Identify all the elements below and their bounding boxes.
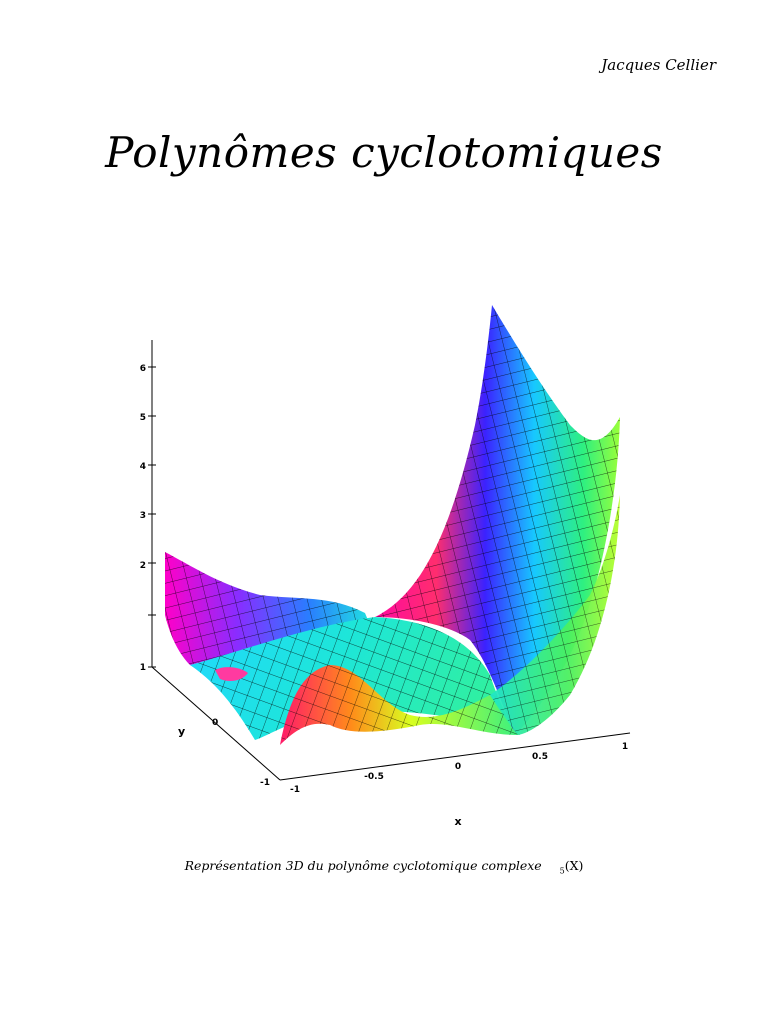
caption-index: 5	[559, 866, 565, 876]
x-tick-label: 0.5	[532, 752, 548, 762]
author-name: Jacques Cellier	[601, 56, 716, 74]
y-tick-label: -1	[260, 778, 270, 788]
z-tick-label: 2	[140, 561, 146, 571]
surface-plot-figure: 1 2 3 4 5 6 0 -1 y -1 -0.5 0 0.5 1 x	[130, 295, 650, 840]
z-axis-ticks	[148, 366, 156, 668]
document-title: Polynômes cyclotomiques	[105, 128, 663, 177]
surface-plot: 1 2 3 4 5 6 0 -1 y -1 -0.5 0 0.5 1 x	[140, 305, 631, 828]
x-tick-label: -1	[290, 785, 300, 795]
caption-text: Représentation 3D du polynôme cyclotomiq…	[184, 858, 542, 873]
x-tick-label: 1	[622, 742, 628, 752]
z-tick-label: 1	[140, 663, 146, 673]
z-tick-label: 6	[140, 364, 146, 374]
z-tick-label: 5	[140, 413, 146, 423]
caption-formula: 5(X)	[559, 858, 584, 876]
cyclotomic-surface	[165, 305, 620, 745]
plot-axes	[151, 340, 631, 781]
z-tick-label: 4	[140, 462, 146, 472]
y-tick-label: 0	[212, 718, 218, 728]
z-tick-label: 3	[140, 511, 146, 521]
x-axis-label: x	[454, 815, 461, 828]
y-axis-label: y	[178, 725, 185, 738]
caption-arg: (X)	[564, 858, 584, 873]
figure-caption: Représentation 3D du polynôme cyclotomiq…	[0, 858, 768, 876]
x-tick-label: -0.5	[364, 772, 384, 782]
x-tick-label: 0	[455, 762, 461, 772]
